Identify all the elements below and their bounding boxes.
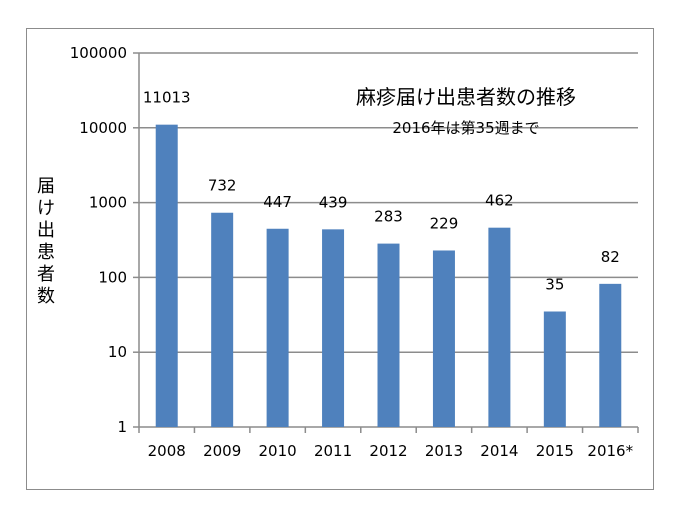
data-label: 82 (601, 248, 620, 266)
x-tick-label: 2008 (148, 442, 186, 460)
bar-2012 (377, 243, 400, 427)
y-tick-label: 1000 (89, 194, 127, 212)
chart-title: 麻疹届け出患者数の推移 (356, 85, 576, 109)
bar-2010 (266, 228, 289, 427)
x-tick-label: 2013 (425, 442, 463, 460)
data-label: 229 (430, 214, 459, 232)
x-tick-label: 2014 (480, 442, 518, 460)
bar-2016 (599, 283, 622, 427)
x-tick-label: 2015 (536, 442, 574, 460)
bar-2008 (155, 124, 178, 427)
y-tick-label: 100 (98, 268, 127, 286)
bar-2009 (211, 212, 234, 427)
y-axis-label: 届け出患者数 (37, 176, 55, 307)
x-tick-label: 2011 (314, 442, 352, 460)
data-label: 447 (263, 193, 292, 211)
x-tick-label: 2010 (259, 442, 297, 460)
x-tick-label: 2009 (203, 442, 241, 460)
y-tick-label: 10000 (79, 119, 127, 137)
axes: 1 10 100 1000 10000 100000 2008 2009 2010 2011 201… (70, 44, 639, 460)
x-tick-label: 2012 (369, 442, 407, 460)
bar-2014 (488, 227, 511, 427)
data-label: 732 (208, 177, 237, 195)
data-label: 439 (319, 193, 348, 211)
y-tick-label: 10 (108, 343, 127, 361)
bars (155, 124, 622, 427)
y-tick-label: 100000 (70, 44, 127, 62)
x-tick-label: 2016* (587, 442, 633, 460)
y-tick-label: 1 (117, 418, 127, 436)
bar-2011 (322, 229, 345, 427)
chart-subtitle: 2016年は第35週まで (392, 119, 539, 137)
data-label: 35 (545, 276, 564, 294)
data-labels: 11013 732 447 439 283 229 462 35 82 (143, 89, 620, 294)
bar-2015 (543, 311, 566, 427)
data-label: 283 (374, 208, 403, 226)
data-label: 462 (485, 192, 514, 210)
data-label: 11013 (143, 89, 191, 107)
bar-2013 (432, 250, 455, 427)
